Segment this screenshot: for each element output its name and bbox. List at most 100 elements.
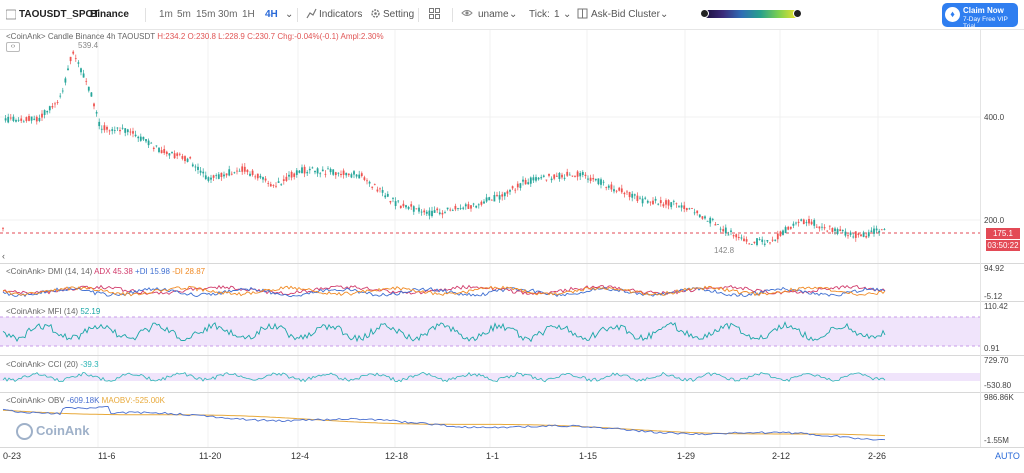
candle-body <box>379 188 381 190</box>
cci-axis-top: 729.70 <box>984 356 1009 365</box>
candle-body <box>839 229 842 232</box>
candle-body <box>802 219 805 225</box>
candle-body <box>649 201 652 203</box>
candle-body <box>667 200 670 206</box>
candle-body <box>358 174 361 179</box>
panel-divider[interactable] <box>0 355 1024 356</box>
mfi-axis-bottom: 0.91 <box>984 344 1000 353</box>
candle-body <box>220 172 223 177</box>
symbol-name[interactable]: TAOUSDT_SPOT <box>19 9 100 20</box>
candle-body <box>106 126 108 130</box>
collapse-toggle[interactable]: ‹› <box>6 42 20 52</box>
chevron-down-icon[interactable]: ⌄ <box>563 9 572 20</box>
panel-divider[interactable] <box>0 301 1024 302</box>
coinank-logo-icon <box>16 423 33 441</box>
candle-body <box>20 118 23 121</box>
candle-body <box>319 173 322 175</box>
layout-grid-icon[interactable] <box>429 8 440 22</box>
candle-body <box>488 197 491 201</box>
panel-divider[interactable] <box>0 263 1024 264</box>
candle-body <box>72 51 75 54</box>
candle-body <box>360 173 363 177</box>
candle-body <box>212 175 215 178</box>
slider-handle-left[interactable] <box>700 9 709 18</box>
candle-body <box>316 168 319 174</box>
candle-body <box>275 185 277 187</box>
chevron-down-icon[interactable]: ⌄ <box>285 9 294 20</box>
user-select[interactable]: uname <box>478 9 509 20</box>
candle-body <box>30 116 33 121</box>
candle-body <box>85 80 88 82</box>
candle-body <box>194 166 197 168</box>
legend-name[interactable]: Candle <box>47 32 74 41</box>
candle-body <box>457 208 459 209</box>
candle-body <box>59 95 62 97</box>
candle-body <box>33 118 36 120</box>
candle-body <box>875 228 878 231</box>
candle-body <box>301 167 303 174</box>
panel-divider[interactable] <box>0 392 1024 393</box>
candle-body <box>709 217 712 224</box>
candle-body <box>386 193 389 197</box>
candle-body <box>464 204 467 207</box>
indicators-button[interactable]: Indicators <box>319 9 363 20</box>
candle-body <box>277 181 280 183</box>
candle-body <box>566 171 569 176</box>
candle-body <box>779 231 782 236</box>
candle-body <box>41 113 43 118</box>
candle-body <box>852 236 855 238</box>
candle-body <box>618 187 621 191</box>
candle-body <box>555 175 558 177</box>
cluster-select[interactable]: Ask-Bid Cluster <box>591 9 660 20</box>
mfi-name[interactable]: MFI <box>47 307 62 316</box>
heatmap-color-slider[interactable] <box>704 10 798 18</box>
eye-icon[interactable] <box>461 8 473 22</box>
candle-body <box>228 169 231 176</box>
diamond-icon: ♦ <box>945 7 960 22</box>
candle-body <box>639 197 641 199</box>
obv-name[interactable]: OBV <box>47 396 65 405</box>
tab-1m[interactable]: 1m <box>159 9 173 20</box>
candle-body <box>12 116 15 121</box>
candle-body <box>126 129 129 133</box>
candle-body <box>61 90 64 92</box>
candle-body <box>758 239 761 240</box>
tab-30m[interactable]: 30m <box>218 9 238 20</box>
chevron-left-icon[interactable]: ‹ <box>2 251 5 261</box>
chevron-down-icon[interactable]: ⌄ <box>509 9 518 20</box>
candle-body <box>121 127 124 129</box>
candle-body <box>665 200 667 205</box>
slider-handle-right[interactable] <box>793 9 802 18</box>
candle-body <box>295 170 298 175</box>
candle-body <box>394 201 397 206</box>
setting-button[interactable]: Setting <box>383 9 415 20</box>
candle-body <box>831 227 834 232</box>
candle-body <box>184 156 186 162</box>
divider <box>418 8 419 22</box>
dmi-name[interactable]: DMI <box>47 267 63 276</box>
tab-15m[interactable]: 15m <box>196 9 216 20</box>
candle-body <box>80 68 82 73</box>
candle-body <box>67 68 69 71</box>
candle-body <box>285 176 288 181</box>
candle-body <box>701 216 704 219</box>
tab-1h[interactable]: 1H <box>242 9 255 20</box>
candle-body <box>795 222 797 224</box>
candle-body <box>613 189 615 192</box>
candle-body <box>620 188 623 193</box>
candle-body <box>787 226 790 230</box>
candle-body <box>87 86 90 91</box>
auto-scale-button[interactable]: AUTO <box>995 451 1020 461</box>
candle-body <box>262 177 264 180</box>
chevron-down-icon[interactable]: ⌄ <box>660 9 669 20</box>
x-axis-label: 2-12 <box>772 451 791 461</box>
candle-body <box>659 200 662 204</box>
tick-select[interactable]: 1 <box>554 9 560 20</box>
tab-5m[interactable]: 5m <box>177 9 191 20</box>
candle-body <box>592 177 595 180</box>
tab-4h[interactable]: 4H <box>265 9 278 20</box>
vip-trial-button[interactable]: ♦ Claim Now 7-Day Free VIP Trial <box>942 3 1018 30</box>
cci-name[interactable]: CCI <box>47 360 62 369</box>
dmi-pdi: +DI 15.98 <box>135 267 170 276</box>
